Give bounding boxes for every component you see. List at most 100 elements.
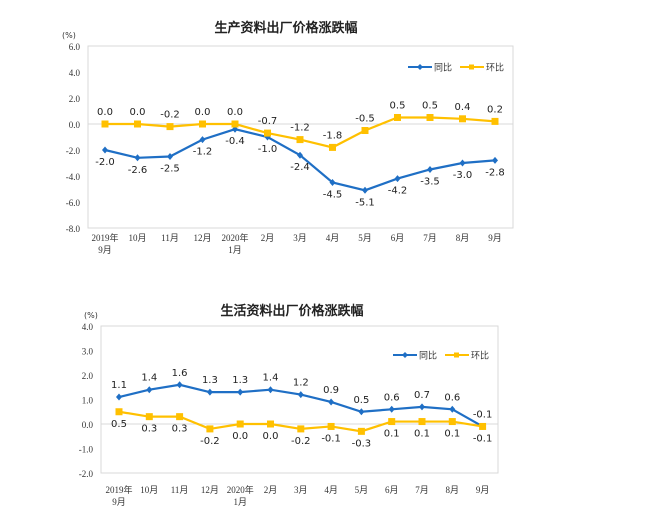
x-tick-label: 7月 [415, 485, 429, 495]
data-point [297, 151, 303, 159]
data-label: 0.5 [111, 419, 127, 430]
series-环比: 0.5 0.3 0.3 -0.2 0.0 0.0 -0.2 -0.1 -0.3 0.1 0.1 0.1… [111, 408, 492, 449]
data-point [267, 386, 274, 394]
data-label: 0.0 [130, 107, 146, 118]
data-label: 0.2 [487, 104, 503, 115]
x-tick-label: 4月 [326, 233, 340, 243]
data-point [329, 179, 336, 186]
data-point [459, 115, 466, 123]
chart-title: 生活资料出厂价格涨跌幅 [220, 303, 363, 319]
y-tick-label: -4.0 [66, 172, 81, 182]
plot-area [87, 45, 514, 229]
x-tick-label: 5月 [358, 233, 372, 243]
legend-label: 环比 [471, 350, 489, 362]
x-tick-label: 12月 [193, 233, 211, 243]
y-tick-label: 2.0 [82, 371, 94, 381]
data-point [134, 120, 141, 128]
data-point [426, 114, 434, 121]
data-point [449, 405, 456, 413]
data-point [361, 127, 369, 134]
y-tick-label: 4.0 [82, 322, 94, 332]
y-tick-label: 0.0 [82, 420, 94, 430]
series-同比: -2.0 -2.6 -2.5 -1.2 -0.4 -1.0 -2.4 -4.5 -5.1 -4.2… [95, 125, 505, 208]
x-tick-label: 1月 [228, 245, 242, 255]
data-label: -3.0 [453, 170, 473, 181]
data-label: 1.3 [202, 375, 218, 386]
x-tick-label: 10月 [140, 485, 158, 495]
data-label: -0.1 [321, 433, 341, 444]
data-label: 1.4 [141, 373, 157, 384]
data-label: 1.6 [172, 368, 188, 379]
data-label: 1.4 [263, 373, 279, 384]
x-tick-label: 8月 [446, 485, 460, 495]
data-label: 0.1 [384, 429, 400, 440]
data-point [358, 408, 365, 416]
data-label: -2.6 [128, 165, 148, 176]
x-tick-label: 2020年 [221, 232, 248, 243]
data-point [427, 166, 433, 173]
x-tick-label: 7月 [423, 233, 437, 243]
y-tick-label: -6.0 [66, 198, 81, 208]
x-tick-label: 9月 [488, 233, 502, 243]
data-point [237, 388, 244, 396]
data-point [101, 120, 109, 128]
data-point [116, 393, 122, 401]
data-point [328, 398, 335, 406]
y-tick-label: -2.0 [79, 469, 94, 479]
x-tick-label: 8月 [456, 233, 470, 243]
data-label: -3.5 [420, 177, 440, 188]
y-axis-unit: (%) [62, 31, 76, 40]
data-label: 1.1 [111, 380, 127, 391]
x-tick-label: 9月 [112, 497, 126, 507]
data-point [394, 175, 401, 183]
data-label: -1.2 [290, 123, 310, 134]
x-tick-label: 2019年 [105, 484, 132, 495]
data-label: 0.1 [444, 429, 460, 440]
data-label: -1.0 [258, 144, 278, 155]
y-tick-label: 1.0 [82, 396, 94, 406]
data-label: 0.4 [455, 102, 471, 113]
data-label: -4.5 [323, 190, 343, 201]
data-point [492, 156, 498, 164]
data-point [459, 159, 466, 167]
data-label: 0.3 [141, 424, 157, 435]
x-tick-label: 11月 [161, 233, 179, 243]
data-point [297, 425, 305, 433]
data-point [145, 413, 153, 421]
data-point [166, 123, 174, 131]
data-label: -2.8 [485, 167, 505, 178]
data-label: -4.2 [388, 186, 408, 197]
legend-label: 同比 [434, 62, 452, 74]
chart-2: 生活资料出厂价格涨跌幅 (%) 4.0 3.0 2.0 1.0 0.0 -1.0 -2.0 201… [79, 303, 499, 507]
x-tick-label: 1月 [233, 497, 247, 507]
data-point [329, 143, 336, 151]
data-point [264, 129, 271, 137]
legend-marker [454, 352, 459, 358]
data-label: 0.7 [414, 390, 430, 401]
x-tick-label: 3月 [294, 485, 308, 495]
data-label: -0.1 [473, 409, 493, 420]
data-point [327, 422, 335, 430]
data-point [479, 422, 487, 430]
data-point [102, 146, 108, 154]
y-tick-label: -1.0 [79, 445, 94, 455]
data-point [134, 154, 141, 162]
legend-marker [402, 352, 408, 358]
data-label: 0.5 [422, 101, 438, 112]
plot-area [100, 325, 499, 474]
data-label: -1.8 [323, 130, 343, 141]
data-label: 0.6 [384, 392, 400, 403]
data-label: -0.2 [291, 436, 311, 447]
data-label: 0.0 [263, 431, 279, 442]
data-point [115, 408, 123, 416]
x-tick-label: 6月 [391, 233, 405, 243]
data-point [199, 136, 206, 144]
data-label: 0.9 [323, 385, 339, 396]
data-label: 0.6 [444, 392, 460, 403]
data-point [418, 418, 426, 426]
data-point [206, 425, 214, 433]
x-tick-label: 12月 [201, 485, 219, 495]
y-tick-label: -8.0 [66, 224, 81, 234]
series-同比: 1.1 1.4 1.6 1.3 1.3 1.4 1.2 0.9 0.5 0.6 0.7 0.6 -0.1 [111, 368, 492, 430]
